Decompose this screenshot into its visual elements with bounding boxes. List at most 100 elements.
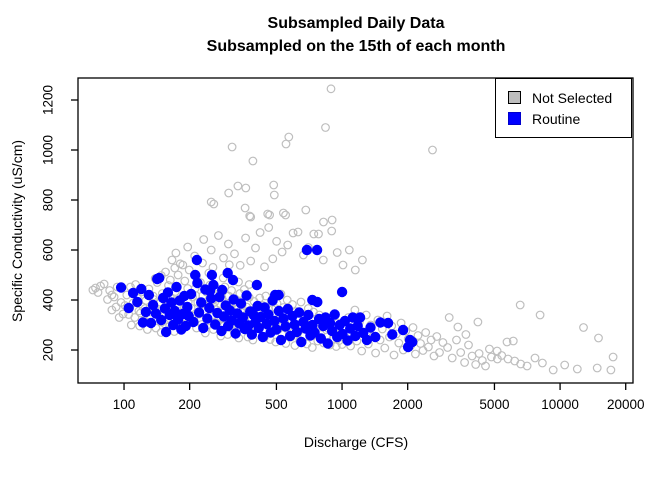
- data-point-routine: [375, 317, 386, 328]
- data-point-not-selected: [447, 353, 457, 363]
- data-point-not-selected: [165, 275, 175, 285]
- data-point-not-selected: [314, 229, 323, 239]
- data-point-not-selected: [389, 350, 399, 360]
- data-point-routine: [206, 269, 218, 281]
- data-point-not-selected: [268, 254, 278, 264]
- data-point-routine: [407, 336, 418, 348]
- data-point-routine: [303, 309, 314, 321]
- data-point-routine: [196, 297, 207, 308]
- data-point-not-selected: [288, 228, 298, 238]
- legend-box: Not Selected Routine: [495, 78, 632, 138]
- data-point-not-selected: [535, 310, 545, 320]
- data-point-not-selected: [175, 259, 185, 269]
- data-point-not-selected: [99, 279, 109, 289]
- data-point-not-selected: [261, 291, 271, 301]
- data-point-routine: [261, 318, 272, 330]
- data-point-routine: [271, 324, 282, 335]
- y-axis-title: Specific Conductivity (uS/cm): [9, 139, 25, 323]
- data-point-not-selected: [241, 233, 251, 243]
- data-point-routine: [336, 286, 348, 298]
- data-point-routine: [280, 321, 291, 332]
- data-point-not-selected: [426, 335, 436, 345]
- data-point-not-selected: [167, 255, 177, 265]
- data-point-routine: [339, 315, 351, 327]
- data-point-routine: [188, 316, 199, 328]
- data-point-routine: [185, 288, 197, 300]
- data-point-routine: [275, 334, 287, 346]
- data-point-not-selected: [319, 217, 328, 227]
- data-point-not-selected: [522, 361, 532, 371]
- data-point-routine: [217, 284, 228, 296]
- data-point-not-selected: [461, 330, 471, 339]
- data-point-routine: [198, 322, 209, 334]
- data-point-not-selected: [227, 142, 237, 152]
- data-point-not-selected: [170, 263, 180, 273]
- data-point-routine: [154, 272, 165, 284]
- data-point-not-selected: [444, 313, 454, 322]
- data-point-not-selected: [88, 285, 98, 295]
- y-tick-label: 200: [41, 339, 56, 362]
- data-point-not-selected: [327, 226, 337, 236]
- data-point-not-selected: [309, 229, 319, 239]
- data-point-not-selected: [371, 348, 381, 358]
- data-point-routine: [296, 336, 307, 348]
- data-point-routine: [301, 244, 313, 256]
- data-point-routine: [160, 326, 172, 338]
- data-point-not-selected: [246, 212, 256, 222]
- x-tick-label: 2000: [393, 397, 423, 412]
- data-point-not-selected: [435, 348, 444, 357]
- data-point-routine: [190, 269, 201, 281]
- data-point-not-selected: [264, 223, 274, 232]
- data-point-not-selected: [471, 360, 481, 369]
- data-point-routine: [246, 329, 258, 340]
- data-point-routine: [273, 305, 285, 317]
- data-point-not-selected: [199, 235, 209, 244]
- data-point-not-selected: [350, 265, 360, 275]
- plot-box: [77, 77, 634, 384]
- data-point-not-selected: [421, 328, 431, 337]
- data-point-not-selected: [241, 183, 251, 193]
- data-point-routine: [273, 289, 284, 301]
- data-point-not-selected: [265, 210, 275, 220]
- data-point-not-selected: [272, 236, 282, 246]
- data-point-not-selected: [269, 180, 279, 190]
- y-tick-label: 400: [41, 289, 56, 312]
- data-point-routine: [182, 301, 193, 313]
- data-point-routine: [387, 329, 398, 340]
- data-point-not-selected: [235, 260, 245, 270]
- data-point-routine: [347, 312, 358, 323]
- data-point-not-selected: [161, 267, 170, 277]
- data-point-routine: [352, 320, 363, 332]
- data-point-not-selected: [443, 343, 453, 352]
- data-point-routine: [123, 302, 134, 314]
- data-point-routine: [162, 287, 174, 298]
- x-tick-label: 1000: [327, 397, 357, 412]
- y-tick-label: 800: [41, 189, 56, 212]
- data-point-not-selected: [516, 359, 526, 369]
- data-point-not-selected: [357, 346, 367, 356]
- data-point-not-selected: [428, 145, 437, 155]
- data-point-not-selected: [296, 297, 306, 307]
- data-point-not-selected: [111, 302, 121, 312]
- data-point-not-selected: [206, 197, 216, 207]
- data-point-routine: [227, 274, 239, 286]
- data-point-routine: [169, 305, 180, 317]
- data-point-routine: [202, 313, 213, 324]
- data-point-not-selected: [293, 227, 303, 237]
- data-point-routine: [235, 298, 247, 309]
- data-point-not-selected: [538, 358, 547, 368]
- data-point-not-selected: [279, 208, 288, 218]
- data-point-routine: [237, 312, 249, 323]
- legend-item-routine: Routine: [508, 111, 631, 127]
- data-point-not-selected: [560, 360, 570, 370]
- data-point-routine: [241, 290, 252, 301]
- data-point-not-selected: [248, 156, 258, 166]
- data-point-routine: [136, 283, 147, 295]
- data-point-not-selected: [502, 337, 512, 347]
- data-point-not-selected: [246, 256, 256, 266]
- data-point-not-selected: [474, 349, 484, 358]
- data-point-routine: [145, 317, 157, 329]
- data-point-routine: [210, 319, 221, 330]
- data-point-not-selected: [107, 290, 117, 300]
